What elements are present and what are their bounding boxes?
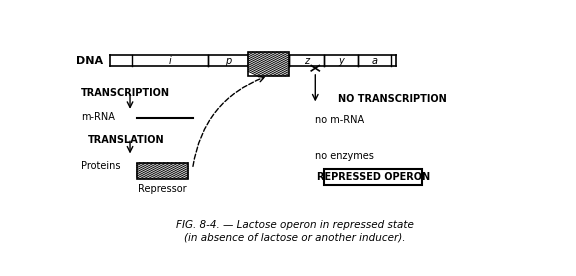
Text: TRANSCRIPTION: TRANSCRIPTION [81,88,170,98]
Text: REPRESSED OPERON: REPRESSED OPERON [317,172,430,182]
Text: no enzymes: no enzymes [315,151,374,161]
Bar [324,169,422,185]
Text: z: z [304,56,309,66]
Bar [248,52,289,76]
Text: m-RNA: m-RNA [81,112,115,122]
Text: i: i [169,56,172,66]
Text: p: p [225,56,232,66]
Text: FIG. 8-4. — Lactose operon in repressed state: FIG. 8-4. — Lactose operon in repressed … [176,221,414,230]
Text: (in absence of lactose or another inducer).: (in absence of lactose or another induce… [184,233,406,243]
Text: TRANSLATION: TRANSLATION [88,135,164,145]
Text: o: o [266,56,271,66]
Text: no m-RNA: no m-RNA [315,115,365,125]
Text: NO TRANSCRIPTION: NO TRANSCRIPTION [338,94,446,104]
Text: a: a [372,56,377,66]
Text: Proteins: Proteins [81,161,120,171]
Text: Repressor: Repressor [138,184,187,194]
Bar [137,163,188,179]
Text: DNA: DNA [77,56,104,66]
Text: y: y [338,56,344,66]
FancyArrowPatch shape [193,76,264,166]
